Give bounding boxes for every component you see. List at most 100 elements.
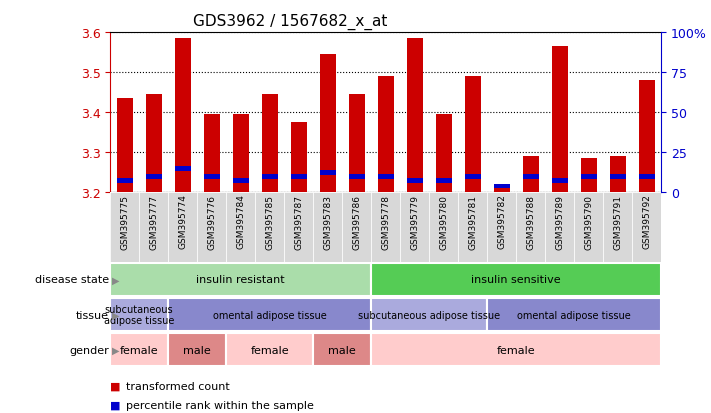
- Text: percentile rank within the sample: percentile rank within the sample: [126, 400, 314, 410]
- Bar: [146, 175, 161, 179]
- Bar: [371, 192, 400, 262]
- Bar: [465, 77, 481, 192]
- Text: male: male: [328, 345, 356, 355]
- Bar: [552, 47, 567, 192]
- Bar: [314, 192, 342, 262]
- Bar: [465, 175, 481, 179]
- Bar: [523, 175, 539, 179]
- Bar: [371, 263, 661, 296]
- Bar: [197, 192, 226, 262]
- Bar: [407, 39, 423, 192]
- Bar: [516, 192, 545, 262]
- Bar: [226, 192, 255, 262]
- Bar: [581, 175, 597, 179]
- Bar: [110, 334, 169, 366]
- Text: GSM395790: GSM395790: [584, 194, 593, 249]
- Bar: [610, 175, 626, 179]
- Bar: [169, 334, 226, 366]
- Bar: [552, 178, 567, 183]
- Text: ▶: ▶: [112, 345, 119, 355]
- Bar: [320, 171, 336, 176]
- Text: ■: ■: [110, 381, 124, 391]
- Bar: [371, 299, 487, 331]
- Bar: [436, 114, 451, 192]
- Bar: [110, 299, 169, 331]
- Text: ▶: ▶: [112, 275, 119, 285]
- Bar: [146, 95, 161, 192]
- Bar: [291, 175, 306, 179]
- Text: GSM395782: GSM395782: [497, 194, 506, 249]
- Text: omental adipose tissue: omental adipose tissue: [518, 310, 631, 320]
- Bar: [429, 192, 458, 262]
- Bar: [110, 192, 139, 262]
- Bar: [632, 192, 661, 262]
- Text: GSM395775: GSM395775: [120, 194, 129, 249]
- Bar: [407, 178, 423, 183]
- Bar: [204, 175, 220, 179]
- Text: subcutaneous
adipose tissue: subcutaneous adipose tissue: [104, 304, 174, 326]
- Bar: [204, 114, 220, 192]
- Text: GSM395781: GSM395781: [469, 194, 477, 249]
- Bar: [638, 175, 655, 179]
- Bar: [487, 299, 661, 331]
- Text: GSM395786: GSM395786: [352, 194, 361, 249]
- Text: omental adipose tissue: omental adipose tissue: [213, 310, 326, 320]
- Bar: [226, 334, 314, 366]
- Text: female: female: [250, 345, 289, 355]
- Bar: [314, 334, 371, 366]
- Bar: [262, 175, 278, 179]
- Text: GSM395788: GSM395788: [526, 194, 535, 249]
- Text: GSM395792: GSM395792: [642, 194, 651, 249]
- Bar: [284, 192, 314, 262]
- Bar: [139, 192, 169, 262]
- Bar: [169, 192, 197, 262]
- Bar: [378, 175, 394, 179]
- Text: male: male: [183, 345, 211, 355]
- Bar: [436, 178, 451, 183]
- Bar: [638, 81, 655, 192]
- Text: female: female: [120, 345, 159, 355]
- Bar: [610, 156, 626, 192]
- Text: GSM395780: GSM395780: [439, 194, 448, 249]
- Text: GSM395785: GSM395785: [265, 194, 274, 249]
- Text: disease state: disease state: [35, 275, 109, 285]
- Text: GSM395791: GSM395791: [613, 194, 622, 249]
- Bar: [342, 192, 371, 262]
- Bar: [348, 175, 365, 179]
- Bar: [493, 184, 510, 189]
- Bar: [493, 184, 510, 192]
- Text: GSM395779: GSM395779: [410, 194, 419, 249]
- Text: GSM395774: GSM395774: [178, 194, 187, 249]
- Bar: [117, 178, 133, 183]
- Bar: [262, 95, 278, 192]
- Text: insulin resistant: insulin resistant: [196, 275, 285, 285]
- Text: transformed count: transformed count: [126, 381, 230, 391]
- Text: female: female: [497, 345, 535, 355]
- Bar: [348, 95, 365, 192]
- Bar: [291, 123, 306, 192]
- Text: GSM395789: GSM395789: [555, 194, 565, 249]
- Text: GSM395777: GSM395777: [149, 194, 159, 249]
- Text: GSM395778: GSM395778: [381, 194, 390, 249]
- Bar: [232, 114, 249, 192]
- Text: subcutaneous adipose tissue: subcutaneous adipose tissue: [358, 310, 501, 320]
- Text: GSM395776: GSM395776: [207, 194, 216, 249]
- Text: insulin sensitive: insulin sensitive: [471, 275, 561, 285]
- Bar: [581, 158, 597, 192]
- Bar: [169, 299, 371, 331]
- Bar: [371, 334, 661, 366]
- Text: GSM395784: GSM395784: [236, 194, 245, 249]
- Bar: [175, 39, 191, 192]
- Bar: [523, 156, 539, 192]
- Bar: [320, 55, 336, 192]
- Bar: [400, 192, 429, 262]
- Text: GSM395783: GSM395783: [324, 194, 332, 249]
- Bar: [378, 77, 394, 192]
- Text: GSM395787: GSM395787: [294, 194, 303, 249]
- Bar: [255, 192, 284, 262]
- Bar: [603, 192, 632, 262]
- Text: ■: ■: [110, 400, 124, 410]
- Bar: [232, 178, 249, 183]
- Text: gender: gender: [69, 345, 109, 355]
- Text: tissue: tissue: [76, 310, 109, 320]
